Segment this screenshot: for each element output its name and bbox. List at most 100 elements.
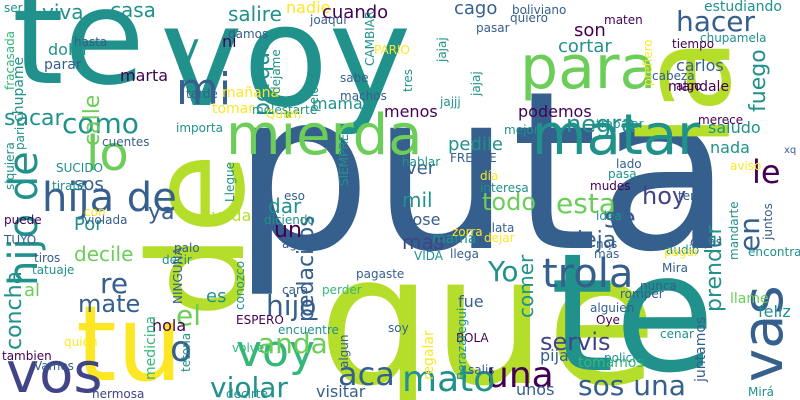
word: comer xyxy=(514,254,538,318)
word: zorra xyxy=(452,225,483,239)
word: tambien xyxy=(2,349,52,363)
word: policia xyxy=(604,351,643,365)
word: volver xyxy=(232,341,270,355)
word: tres xyxy=(401,68,415,92)
word: sabe xyxy=(340,71,369,85)
word: quién xyxy=(64,335,98,349)
word: mama xyxy=(312,94,363,113)
word: mas xyxy=(402,230,445,254)
word: pedile xyxy=(448,134,504,155)
word: pasar xyxy=(476,21,510,35)
word: perder xyxy=(322,283,362,297)
word: lo xyxy=(86,126,129,182)
word: anda xyxy=(258,327,328,360)
word: servis xyxy=(540,328,611,356)
word: decir xyxy=(162,253,192,267)
word: NINGUNA xyxy=(171,247,185,304)
word: mil xyxy=(402,188,433,212)
word: día xyxy=(480,169,499,183)
word: importa xyxy=(176,121,223,135)
word: fracasada xyxy=(3,30,17,90)
word: aviso xyxy=(730,159,762,173)
word: dejar xyxy=(484,231,515,245)
word: hasta xyxy=(74,35,108,49)
word: hola xyxy=(152,316,187,335)
word: carlos xyxy=(676,56,724,75)
word: Yo xyxy=(488,255,519,288)
word: conozco xyxy=(233,260,247,310)
word: es xyxy=(206,286,227,307)
word: Oye xyxy=(596,313,620,327)
word: Berazategui xyxy=(455,307,469,380)
word: llega xyxy=(450,247,480,261)
word: regalar xyxy=(421,330,437,380)
word: chupamela xyxy=(700,31,767,45)
word: cuando xyxy=(322,2,389,23)
word: más xyxy=(594,247,620,261)
word: el xyxy=(176,299,202,332)
word: FRENTE xyxy=(450,151,497,165)
word: estudiando xyxy=(704,0,782,15)
word: mi xyxy=(176,64,232,115)
word: encontrar xyxy=(748,245,800,259)
word: interesa xyxy=(480,181,529,195)
word: merece xyxy=(698,113,744,127)
word: encuentre xyxy=(278,323,339,337)
word: sacar xyxy=(4,106,64,131)
word: lado xyxy=(616,157,642,171)
word: agarre xyxy=(282,237,322,251)
word: dejame xyxy=(269,49,283,94)
word: mato xyxy=(402,359,496,400)
word: violar xyxy=(210,371,288,400)
word: mandarte xyxy=(727,201,741,260)
word: pasa xyxy=(608,167,637,181)
word: podemos xyxy=(518,102,592,121)
word: mudes xyxy=(590,179,631,193)
word: tu xyxy=(76,283,183,400)
word: damos xyxy=(228,27,269,41)
word: fue xyxy=(458,292,484,311)
word: maten xyxy=(604,13,643,27)
word: audio xyxy=(666,243,700,257)
word: jajaj xyxy=(469,71,483,96)
word: esta xyxy=(556,187,616,220)
word: para xyxy=(520,33,657,103)
word: Por xyxy=(74,214,103,235)
word: Mira xyxy=(662,261,688,275)
word: tatuaje xyxy=(32,263,75,277)
word: re xyxy=(100,267,129,300)
word: viva xyxy=(42,0,84,24)
word: hijo xyxy=(266,289,317,322)
word: calle xyxy=(80,94,105,146)
word: hacer xyxy=(676,5,756,38)
word: dejas xyxy=(690,235,722,249)
word: CAMBIAR xyxy=(363,10,377,66)
word: nunca xyxy=(640,279,677,293)
word: y xyxy=(176,25,200,71)
word: tirate xyxy=(52,179,85,193)
word: hermosa xyxy=(92,387,145,400)
word: juntos xyxy=(761,203,775,240)
word: trabajar xyxy=(596,117,644,131)
word: cuentes xyxy=(102,135,150,149)
word: ya xyxy=(148,200,175,225)
word: sos xyxy=(74,174,104,195)
word: ESPERO xyxy=(236,313,284,327)
word: alguien xyxy=(590,301,635,315)
word: violada xyxy=(84,213,128,227)
word: ser xyxy=(4,1,23,15)
word: puta xyxy=(232,44,733,300)
word: unos xyxy=(516,380,555,399)
word: saludo xyxy=(708,118,761,137)
word: hija de xyxy=(42,175,177,221)
word: aca xyxy=(338,355,395,393)
word: feliz xyxy=(758,302,791,321)
word: cabeza xyxy=(652,69,695,83)
word: PARIO xyxy=(374,43,410,57)
word: todo xyxy=(482,188,537,216)
word: TUYO xyxy=(4,233,37,247)
word: cago xyxy=(454,0,498,19)
word: te xyxy=(12,0,145,115)
word: una xyxy=(486,355,554,396)
word: algun xyxy=(337,334,351,368)
